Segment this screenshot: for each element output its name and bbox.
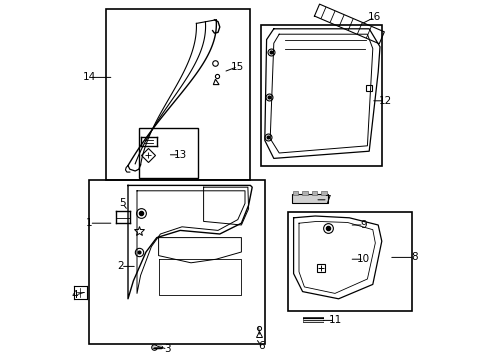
Text: 6: 6 [258,341,265,351]
Bar [288,212,413,311]
Text: 4: 4 [72,290,78,300]
Bar [321,191,327,195]
Text: 15: 15 [231,62,245,72]
Text: 10: 10 [357,254,370,264]
Bar [312,191,318,195]
Text: 5: 5 [119,198,126,208]
Bar [106,9,250,180]
Text: 3: 3 [164,344,171,354]
Text: 16: 16 [368,12,381,22]
Text: 9: 9 [361,220,367,230]
Text: 2: 2 [118,261,124,271]
Text: 1: 1 [86,218,93,228]
Bar [292,194,328,203]
Text: 11: 11 [328,315,342,325]
Text: 12: 12 [379,96,392,106]
Text: 8: 8 [411,252,417,262]
Bar [302,191,308,195]
Bar [139,128,198,178]
Bar [90,180,265,344]
Bar [261,25,382,166]
Text: 14: 14 [83,72,96,82]
Bar [293,191,298,195]
Text: 7: 7 [324,195,331,205]
Text: 13: 13 [173,150,187,160]
